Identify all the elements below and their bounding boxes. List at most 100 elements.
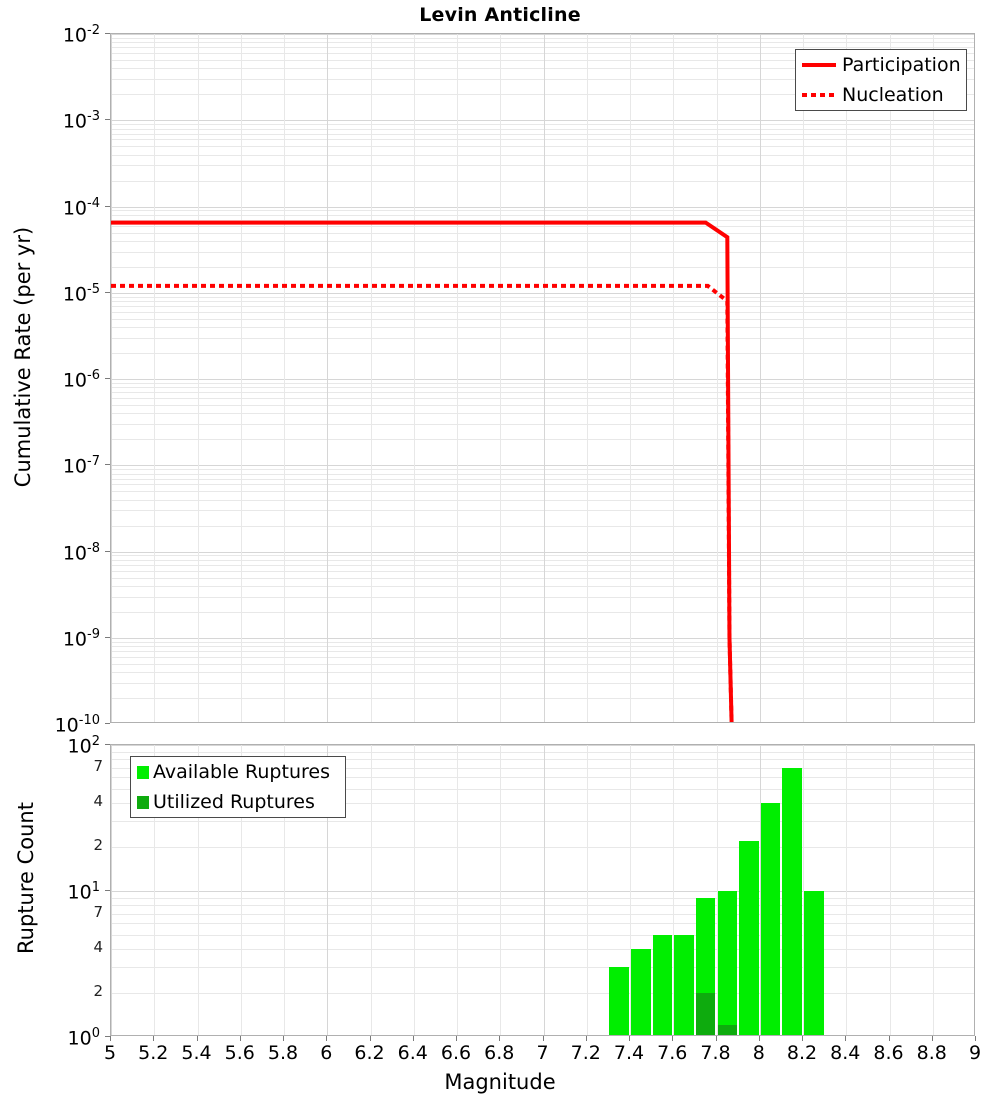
x-tick-8.6: 8.6 — [873, 1042, 904, 1064]
y-tick-minor-70: 7 — [93, 756, 103, 775]
x-tickmark-5.2 — [153, 1036, 155, 1041]
y-tick-bottom-1: 101 — [67, 880, 100, 904]
y-tickmark-top--9 — [105, 636, 110, 638]
x-tick-6.6: 6.6 — [440, 1042, 472, 1064]
y-tick-bottom-0: 100 — [67, 1026, 100, 1050]
y-tick-top--4: 10-4 — [62, 195, 100, 219]
y-tickmark-top--3 — [105, 119, 110, 121]
x-tickmark-6.8 — [499, 1036, 501, 1041]
x-tick-5.4: 5.4 — [181, 1042, 212, 1064]
y-tick-minor-2: 2 — [93, 982, 103, 1001]
legend-label-utilized: Utilized Ruptures — [153, 790, 315, 813]
y-tick-top--2: 10-2 — [62, 23, 100, 47]
y-tickmark-top--6 — [105, 378, 110, 379]
y-tick-top--8: 10-8 — [62, 540, 100, 564]
x-tickmark-5.4 — [196, 1036, 198, 1041]
x-tick-5.8: 5.8 — [267, 1042, 299, 1064]
y-tick-minor-40: 4 — [93, 792, 103, 811]
legend-rate: Participation Nucleation — [795, 49, 967, 111]
y-tick-top--9: 10-9 — [62, 626, 100, 651]
legend-item-utilized: Utilized Ruptures — [131, 787, 345, 817]
x-tickmark-5.6 — [239, 1036, 241, 1041]
x-tickmark-6 — [326, 1036, 328, 1041]
x-tick-7.2: 7.2 — [570, 1042, 601, 1064]
x-tickmark-7.6 — [672, 1036, 674, 1041]
x-tick-8: 8 — [752, 1042, 765, 1064]
rate-series-layer — [111, 220, 734, 722]
x-tick-8.4: 8.4 — [830, 1042, 861, 1064]
x-tickmark-7 — [542, 1036, 544, 1041]
bar-utilized — [695, 993, 716, 1035]
x-tickmark-8.8 — [931, 1036, 933, 1041]
y-tick-top--5: 10-5 — [62, 281, 100, 306]
x-tick-9: 9 — [968, 1042, 982, 1064]
x-tickmark-7.8 — [715, 1036, 717, 1041]
series-nucleation — [111, 283, 734, 722]
cumulative-rate-plot — [110, 33, 975, 723]
y-tickmark-top--2 — [105, 33, 110, 34]
x-tickmark-8.2 — [802, 1036, 803, 1041]
nucleation-line-icon — [802, 86, 836, 104]
x-tickmark-6.4 — [412, 1036, 414, 1041]
y-tick-top--7: 10-7 — [62, 454, 100, 478]
participation-line-icon — [802, 56, 836, 74]
x-tick-8.8: 8.8 — [916, 1042, 947, 1064]
y-tickmark-top--7 — [105, 464, 110, 466]
bar-available — [804, 891, 824, 1035]
y-tickmark-bottom-0 — [105, 1036, 110, 1037]
legend-label-nucleation: Nucleation — [842, 83, 944, 106]
y-tick-bottom-2: 102 — [67, 734, 100, 758]
x-tickmark-5 — [110, 1036, 111, 1041]
x-tickmark-6.6 — [456, 1036, 457, 1041]
y-tickmark-top--4 — [105, 205, 110, 207]
x-tickmark-9 — [975, 1036, 976, 1041]
y-tickmark-top--10 — [105, 723, 110, 724]
x-tick-7.4: 7.4 — [613, 1042, 645, 1064]
available-swatch-icon — [137, 765, 149, 779]
x-tick-7.8: 7.8 — [700, 1042, 731, 1064]
bar-available — [609, 967, 629, 1035]
y-tickmark-top--8 — [105, 550, 110, 552]
legend-item-participation: Participation — [796, 50, 966, 80]
bar-available — [674, 935, 694, 1035]
legend-item-available: Available Ruptures — [131, 757, 345, 787]
page-title: Levin Anticline — [419, 4, 581, 26]
x-tick-7.6: 7.6 — [657, 1042, 688, 1064]
x-axis-label: Magnitude — [444, 1070, 556, 1094]
x-tickmark-8.4 — [845, 1036, 847, 1041]
y-tick-top--10: 10-10 — [54, 713, 100, 737]
x-tick-6.4: 6.4 — [397, 1042, 428, 1064]
bar-utilized — [717, 1025, 738, 1035]
legend-item-nucleation: Nucleation — [796, 80, 966, 110]
y-tick-top--6: 10-6 — [62, 368, 100, 392]
y-tickmark-bottom-1 — [105, 890, 110, 891]
bar-available — [631, 949, 651, 1035]
x-tickmark-6.2 — [369, 1036, 371, 1041]
x-tickmark-7.2 — [585, 1036, 587, 1041]
utilized-swatch-icon — [137, 795, 149, 809]
x-tick-5: 5 — [103, 1042, 117, 1064]
x-tick-6.2: 6.2 — [354, 1042, 385, 1064]
legend-label-participation: Participation — [842, 53, 961, 76]
bar-available — [652, 935, 673, 1035]
y-axis-label-bottom: Rupture Count — [14, 802, 38, 954]
x-tickmark-5.8 — [283, 1036, 284, 1041]
bar-available — [782, 767, 802, 1035]
bar-available — [760, 803, 781, 1035]
legend-ruptures: Available Ruptures Utilized Ruptures — [130, 756, 346, 818]
series-participation — [111, 220, 734, 722]
y-tickmark-top--5 — [105, 291, 110, 293]
y-tick-minor-7: 7 — [93, 902, 103, 921]
x-tick-6.8: 6.8 — [484, 1042, 515, 1064]
y-tickmark-bottom-2 — [105, 744, 110, 745]
y-axis-label-top: Cumulative Rate (per yr) — [11, 226, 35, 488]
bar-available — [717, 891, 738, 1035]
x-tick-6: 6 — [320, 1042, 333, 1064]
bar-available — [739, 841, 759, 1035]
x-tick-8.2: 8.2 — [786, 1042, 818, 1064]
legend-label-available: Available Ruptures — [153, 760, 330, 783]
x-tick-5.6: 5.6 — [224, 1042, 255, 1064]
x-tickmark-7.4 — [629, 1036, 630, 1041]
x-tick-7: 7 — [536, 1042, 549, 1064]
